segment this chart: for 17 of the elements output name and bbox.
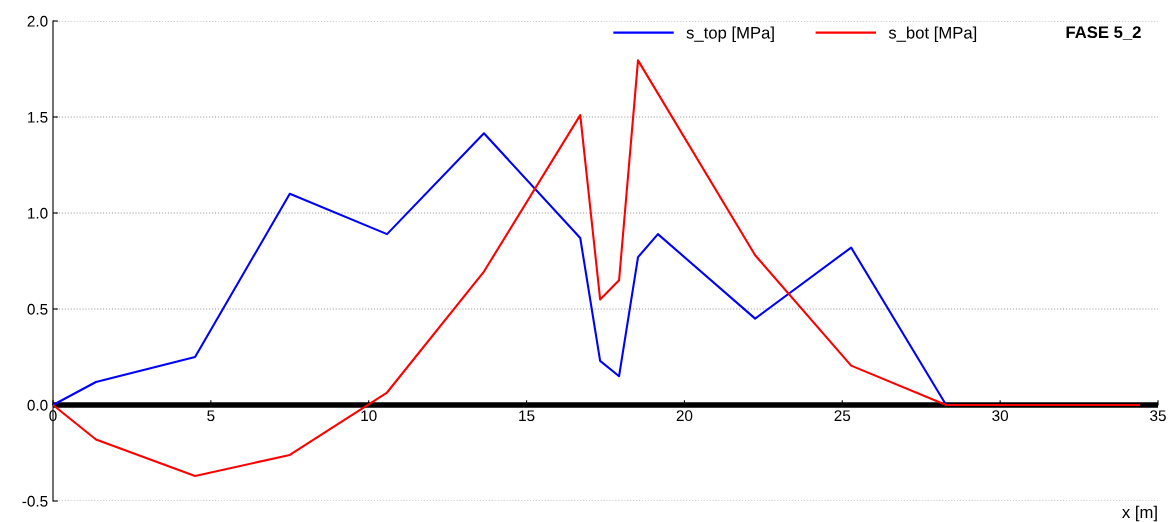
x-tick-label: 5 [207, 410, 215, 422]
y-tick-label: 2.0 [27, 15, 48, 27]
y-tick-label: 0.0 [27, 399, 48, 411]
chart-title: FASE 5_2 [1066, 26, 1141, 40]
x-tick-label: 15 [519, 410, 535, 422]
y-tick-label: 1.0 [28, 207, 48, 219]
legend-label: s_top [MPa] [686, 26, 774, 42]
y-tick-label: 0.5 [27, 303, 48, 315]
x-tick-label: 30 [992, 410, 1009, 422]
x-tick-label: 25 [834, 410, 851, 422]
x-tick-label: 20 [676, 410, 693, 422]
y-tick-label: 1.5 [28, 112, 48, 123]
x-tick-label: 35 [1150, 410, 1166, 422]
y-tick-label: -0.5 [22, 495, 48, 507]
x-tick-label: 10 [361, 410, 377, 422]
legend-label: s_bot [MPa] [888, 26, 977, 42]
x-axis-title: x [m] [1122, 505, 1157, 522]
